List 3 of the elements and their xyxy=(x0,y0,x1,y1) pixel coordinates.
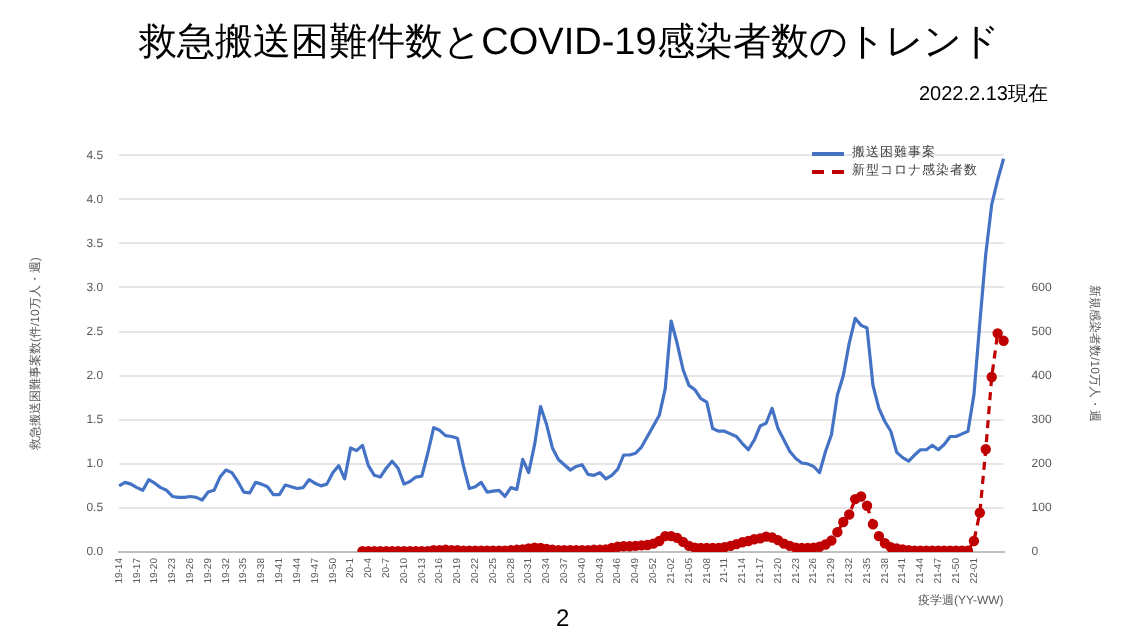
chart-subtitle: 2022.2.13現在 xyxy=(919,82,1048,108)
chart-title: 救急搬送困難件数とCOVID-19感染者数のトレンド xyxy=(137,20,1001,68)
text: 2 xyxy=(556,604,570,632)
